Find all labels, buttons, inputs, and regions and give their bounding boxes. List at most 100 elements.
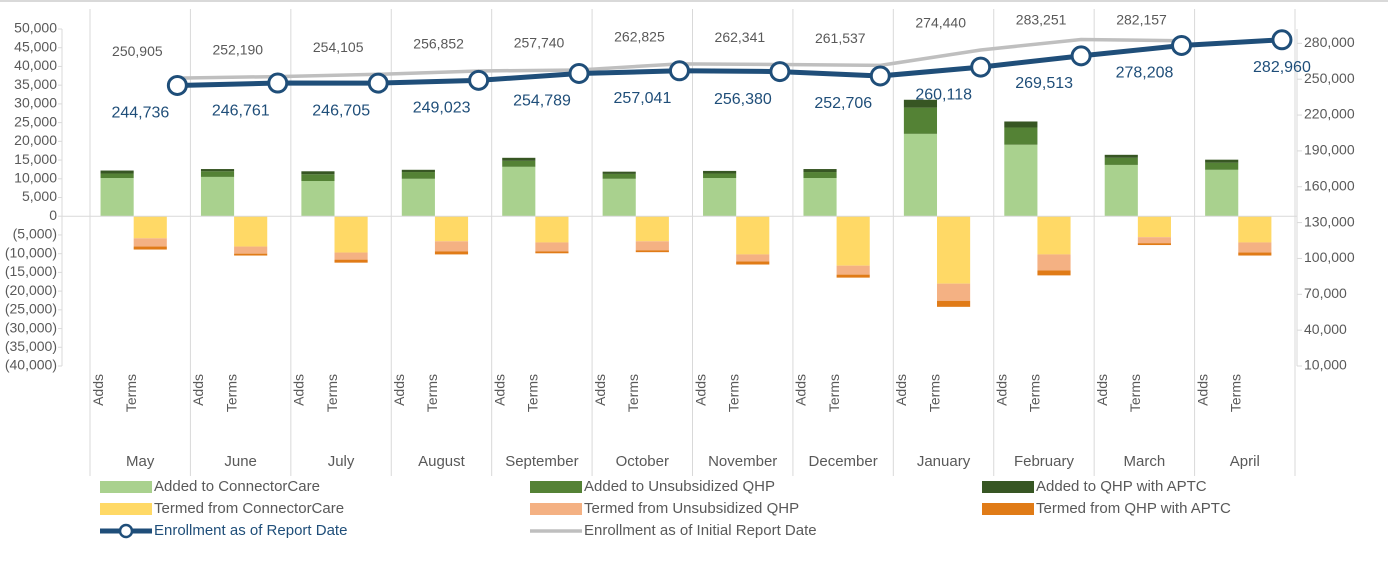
bar: [903, 99, 938, 108]
bar: [535, 216, 569, 243]
data-label: 254,105: [313, 39, 364, 55]
bar: [602, 178, 636, 217]
bar: [334, 252, 368, 260]
data-label: 256,852: [413, 36, 464, 52]
y-tick-label: (5,000): [13, 226, 57, 242]
line-marker: [367, 72, 389, 94]
bar: [434, 241, 469, 252]
y-tick-label: 40,000: [14, 57, 57, 73]
line-marker: [869, 65, 891, 87]
bar: [736, 261, 770, 265]
data-label: 262,825: [614, 29, 665, 45]
x-tick-label: Adds: [190, 374, 206, 406]
y2-tick-label: 130,000: [1304, 213, 1355, 229]
y-tick-label: 20,000: [14, 132, 57, 148]
bar: [635, 241, 669, 251]
y-tick-label: (25,000): [5, 301, 57, 317]
bar: [836, 274, 870, 278]
data-label: 282,157: [1116, 12, 1167, 28]
legend-label: Termed from ConnectorCare: [154, 500, 344, 517]
y2-tick-label: 10,000: [1304, 357, 1347, 373]
legend-label: Added to QHP with APTC: [1036, 478, 1207, 495]
bar: [100, 178, 134, 217]
line-marker: [1070, 45, 1092, 67]
x-tick-label: Terms: [1228, 374, 1244, 412]
bar: [1037, 270, 1071, 276]
bar: [1104, 157, 1138, 165]
bar: [703, 173, 737, 179]
legend-swatch: [100, 503, 152, 515]
bar: [401, 178, 435, 217]
x-group-label: August: [418, 453, 466, 470]
bar: [1037, 254, 1071, 271]
x-tick-label: Adds: [1194, 374, 1210, 406]
bar: [703, 178, 737, 217]
bar: [200, 176, 235, 217]
x-tick-label: Adds: [1094, 374, 1110, 406]
y-tick-label: 45,000: [14, 38, 57, 54]
legend-label: Termed from QHP with APTC: [1036, 500, 1231, 517]
line: [177, 37, 1283, 88]
line-marker: [568, 62, 590, 84]
data-label: 244,736: [111, 105, 169, 122]
bar: [133, 238, 167, 247]
data-label: 249,023: [413, 100, 471, 117]
data-label: 269,513: [1015, 75, 1073, 92]
y2-tick-label: 190,000: [1304, 142, 1355, 158]
bar: [602, 171, 636, 174]
bar: [200, 169, 235, 172]
bar: [937, 300, 971, 307]
x-tick-label: Adds: [994, 374, 1010, 406]
x-tick-label: Terms: [826, 374, 842, 412]
bar: [803, 178, 837, 217]
bar: [301, 181, 335, 217]
data-label: 278,208: [1116, 65, 1174, 82]
bar: [301, 171, 335, 175]
bar: [1205, 159, 1239, 163]
bar: [602, 173, 636, 179]
legend-label: Enrollment as of Initial Report Date: [584, 522, 817, 539]
y-tick-label: 30,000: [14, 95, 57, 111]
y-tick-label: (30,000): [5, 319, 57, 335]
data-label: 257,740: [514, 35, 565, 51]
x-tick-label: Terms: [1127, 374, 1143, 412]
x-tick-label: Adds: [90, 374, 106, 406]
x-tick-label: Terms: [926, 374, 942, 412]
line-marker: [1271, 29, 1293, 51]
bar: [401, 172, 435, 179]
x-group-label: September: [505, 453, 578, 470]
x-tick-label: Adds: [692, 374, 708, 406]
x-group-label: May: [126, 453, 155, 470]
bar: [1238, 252, 1272, 256]
y-tick-label: (20,000): [5, 282, 57, 298]
x-tick-label: Adds: [592, 374, 608, 406]
y2-tick-label: 40,000: [1304, 321, 1347, 337]
bar: [903, 133, 938, 217]
bar: [1238, 216, 1272, 243]
x-group-label: June: [224, 453, 257, 470]
bar: [200, 171, 235, 177]
line-marker: [267, 72, 289, 94]
line-marker: [769, 61, 791, 83]
bar: [401, 169, 435, 173]
data-label: 256,380: [714, 91, 772, 108]
data-label: 254,789: [513, 93, 571, 110]
x-tick-label: Terms: [625, 374, 641, 412]
x-tick-label: Adds: [491, 374, 507, 406]
bar: [334, 216, 368, 253]
bar: [100, 170, 134, 174]
bar: [234, 216, 268, 247]
data-label: 274,440: [915, 15, 966, 31]
y-tick-label: 35,000: [14, 76, 57, 92]
line-marker: [166, 74, 188, 96]
bar: [903, 107, 938, 134]
y-tick-label: 10,000: [14, 169, 57, 185]
y-tick-label: (10,000): [5, 244, 57, 260]
bar: [937, 283, 971, 301]
x-tick-label: Terms: [324, 374, 340, 412]
legend-swatch: [530, 503, 582, 515]
y-tick-label: 5,000: [22, 188, 57, 204]
legend-label: Added to ConnectorCare: [154, 478, 320, 495]
x-tick-label: Terms: [525, 374, 541, 412]
